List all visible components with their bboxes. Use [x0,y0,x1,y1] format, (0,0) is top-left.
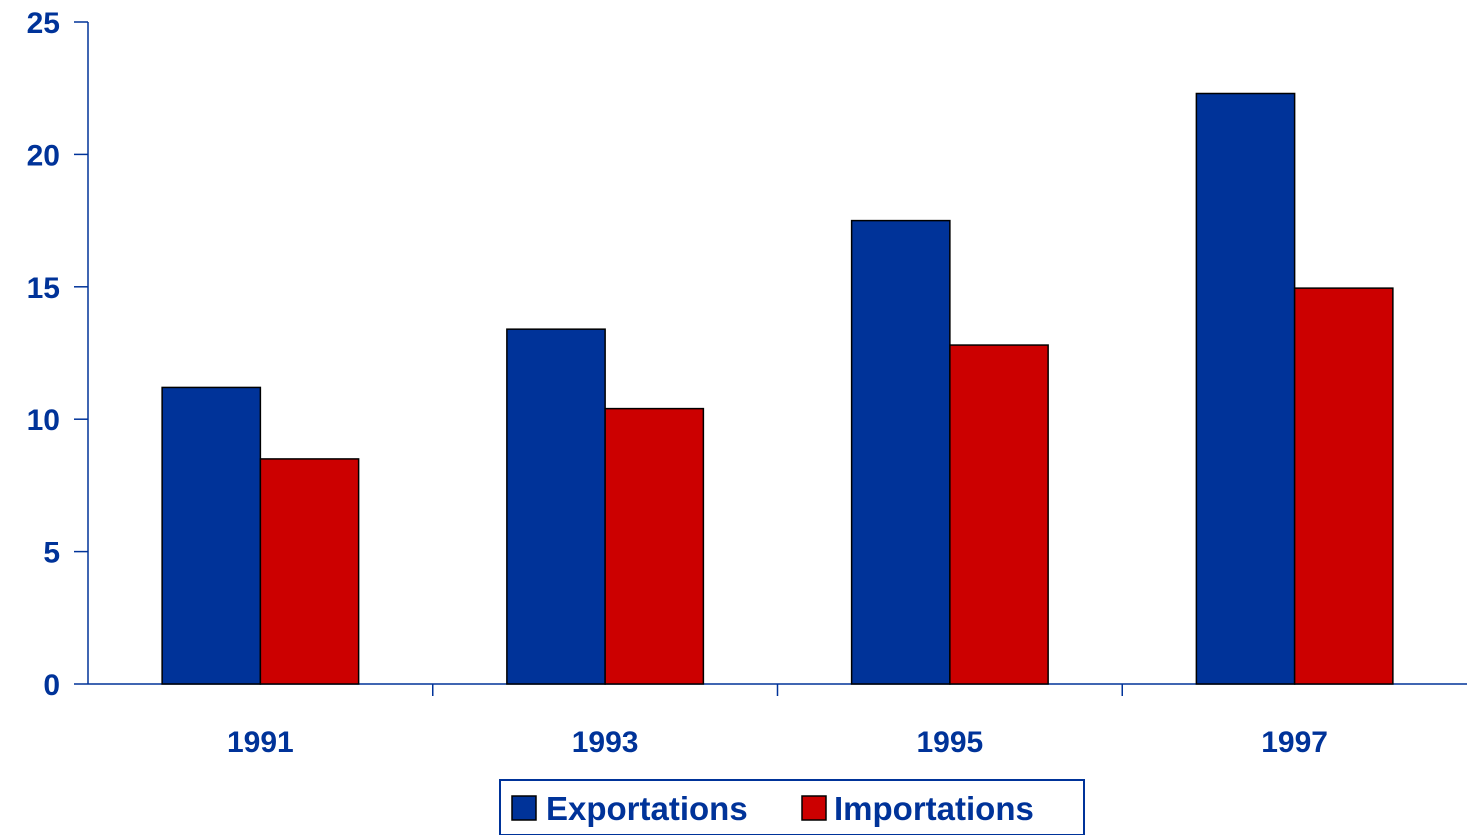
x-axis: 1991 1993 1995 1997 [88,683,1467,759]
bar-exportations-1995 [850,219,951,685]
bar-exportations-1993 [506,328,606,685]
x-tick-label: 1997 [1261,726,1328,759]
bar-importations-1993 [604,407,705,685]
y-tick-label: 20 [27,139,60,172]
y-tick-label: 10 [27,404,60,437]
y-axis: 0 5 10 15 20 25 [27,7,89,702]
bars [161,92,1394,685]
x-tick-label: 1993 [572,726,639,759]
y-tick-label: 0 [43,669,60,702]
legend-swatch-exportations [511,795,537,821]
bar-importations-1991 [259,458,360,685]
bar-exportations-1997 [1195,92,1296,685]
legend: Exportations Importations [499,779,1085,835]
legend-box [499,779,1085,835]
legend-label-exportations: Exportations [546,790,748,827]
bar-importations-1995 [949,344,1049,685]
y-tick-label: 5 [43,537,60,570]
legend-label-importations: Importations [834,790,1034,827]
legend-swatch-importations [801,795,827,821]
y-tick-label: 25 [27,7,60,40]
x-tick-label: 1995 [917,726,984,759]
bar-exportations-1991 [161,386,262,685]
bar-importations-1997 [1293,287,1394,685]
x-tick-label: 1991 [227,726,294,759]
y-tick-label: 15 [27,272,60,305]
